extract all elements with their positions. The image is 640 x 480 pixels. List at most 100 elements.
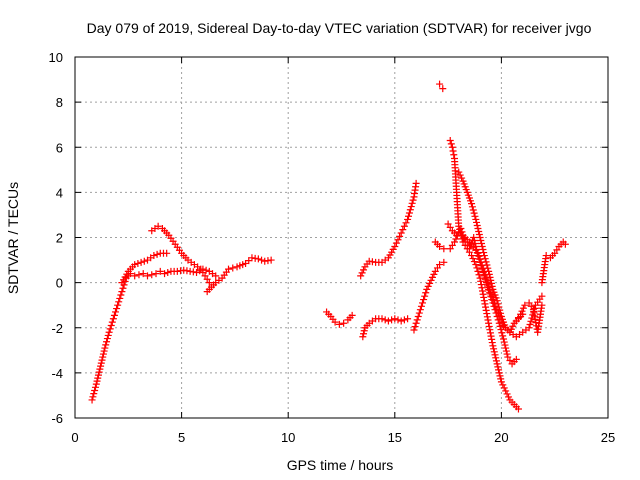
data-point-fill (104, 331, 112, 339)
data-point-fill (496, 372, 504, 380)
data-point-fill (482, 274, 490, 282)
data-point-fill (503, 390, 511, 398)
data-point-fill (476, 255, 484, 263)
data-point-fill (94, 371, 102, 379)
data-point-fill (100, 347, 108, 355)
data-point (472, 261, 480, 269)
data-point (267, 256, 275, 264)
data-point-fill (470, 258, 478, 266)
data-point-fill (470, 209, 478, 217)
data-point (378, 315, 386, 323)
data-point (97, 362, 105, 370)
data-point-fill (99, 353, 107, 361)
data-point (410, 326, 418, 334)
data-point-fill (388, 316, 396, 324)
data-point (448, 143, 456, 151)
data-point (131, 272, 139, 280)
data-point-fill (468, 203, 476, 211)
data-point-fill (473, 221, 481, 229)
data-point-fill (458, 174, 466, 182)
data-point-fill (360, 327, 368, 335)
data-point-fill (488, 335, 496, 343)
data-point-fill (479, 290, 487, 298)
data-point (493, 360, 501, 368)
data-point (500, 335, 508, 343)
data-point-fill (491, 351, 499, 359)
data-point (419, 299, 427, 307)
data-point-fill (475, 271, 483, 279)
data-point (423, 285, 431, 293)
data-point-fill (484, 280, 492, 288)
data-point-fill (531, 315, 539, 323)
data-point (487, 290, 495, 298)
data-point (440, 245, 448, 253)
data-point-fill (478, 243, 486, 251)
data-point (154, 222, 162, 230)
data-point-fill (106, 325, 114, 333)
data-point (212, 272, 220, 280)
data-point-fill (502, 344, 510, 352)
data-point-fill (95, 368, 103, 376)
data-point-fill (392, 239, 400, 247)
data-point-fill (532, 319, 540, 327)
data-point-fill (473, 218, 481, 226)
data-point (143, 272, 151, 280)
data-point-fill (481, 255, 489, 263)
data-point-fill (406, 206, 414, 214)
data-point-fill (164, 268, 172, 276)
grid-lines (75, 57, 608, 418)
data-point-fill (526, 321, 534, 329)
data-point-fill (498, 329, 506, 337)
data-point-fill (519, 304, 527, 312)
data-point-fill (483, 313, 491, 321)
data-point (457, 224, 465, 232)
data-point-fill (407, 203, 415, 211)
data-point-fill (90, 390, 98, 398)
data-point-fill (360, 266, 368, 274)
data-point (525, 324, 533, 332)
data-point (529, 306, 537, 314)
data-point (225, 265, 233, 273)
data-point (391, 243, 399, 251)
data-point-fill (421, 292, 429, 300)
data-point (489, 342, 497, 350)
data-point (359, 333, 367, 341)
data-point-fill (94, 374, 102, 382)
data-point (340, 319, 348, 327)
data-point (254, 255, 262, 263)
data-point-fill (405, 212, 413, 220)
data-point (427, 276, 435, 284)
data-point (384, 317, 392, 325)
data-point-fill (469, 206, 477, 214)
data-point-fill (96, 365, 104, 373)
data-point (480, 252, 488, 260)
data-point-fill (474, 267, 482, 275)
data-point-fill (498, 318, 506, 326)
data-point-fill (119, 284, 127, 292)
data-point-fill (507, 325, 515, 333)
data-point-fill (102, 341, 110, 349)
x-tick-label: 15 (388, 430, 402, 445)
data-point-fill (492, 354, 500, 362)
data-point-fill (358, 269, 366, 277)
data-point (497, 378, 505, 386)
data-point-fill (134, 259, 142, 267)
data-point-fill (487, 279, 495, 287)
data-point (468, 200, 476, 208)
data-point-fill (482, 303, 490, 311)
x-tick-label: 0 (71, 430, 78, 445)
y-tick-label: 6 (56, 140, 63, 155)
data-point-fill (494, 363, 502, 371)
data-point-fill (478, 284, 486, 292)
data-point (118, 288, 126, 296)
data-point-fill (490, 348, 498, 356)
data-point-fill (450, 151, 458, 159)
data-point-fill (97, 359, 105, 367)
data-point-fill (153, 250, 161, 258)
data-point (161, 270, 169, 278)
data-point (521, 301, 529, 309)
data-point-fill (483, 310, 491, 318)
data-point-fill (499, 332, 507, 340)
data-point (474, 249, 482, 257)
data-point-fill (409, 196, 417, 204)
